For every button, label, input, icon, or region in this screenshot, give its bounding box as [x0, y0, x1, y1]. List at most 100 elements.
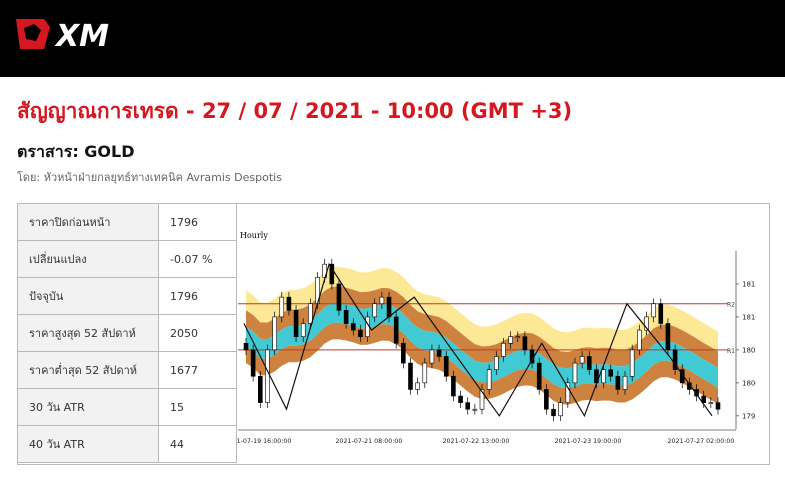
candle-down: [701, 395, 706, 403]
stat-value: 15: [158, 388, 237, 426]
x-tick-label: 2021-07-19 16:00:00: [236, 438, 291, 445]
candle-down: [408, 362, 413, 390]
candle-down: [358, 329, 363, 338]
stat-value: 1677: [158, 351, 237, 389]
candle-up: [637, 329, 642, 351]
candle-up: [565, 382, 571, 403]
candle-up: [644, 316, 649, 331]
candle-down: [336, 283, 342, 311]
candle-down: [443, 356, 449, 377]
candle-down: [544, 389, 549, 410]
band-lower-inner: [246, 322, 718, 405]
candle-up: [379, 296, 385, 305]
x-tick-label: 2021-07-23 19:00:00: [555, 438, 622, 445]
stat-value: 2050: [158, 314, 237, 352]
y-tick-label: 1805: [742, 346, 756, 354]
candle-up: [579, 356, 585, 364]
page-title: สัญญาณการเทรด - 27 / 07 / 2021 - 10:00 (…: [17, 99, 573, 123]
candle-up: [422, 362, 428, 384]
candle-up: [300, 323, 306, 338]
candle-up: [601, 369, 606, 384]
candle-down: [586, 356, 592, 370]
candle-up: [265, 349, 270, 403]
author-byline: โดย: หัวหน้าฝ่ายกลยุทธ์ทางเทคนิค Avramis…: [17, 171, 282, 184]
table-row: ราคาสูงสุด 52 สัปดาห์ 2050: [17, 314, 237, 352]
candle-up: [279, 296, 285, 318]
candle-up: [558, 402, 563, 417]
candle-down: [401, 342, 406, 364]
candle-up: [622, 375, 628, 390]
candle-down: [286, 296, 292, 311]
candle-down: [458, 395, 463, 403]
candle-down: [551, 408, 556, 417]
stat-value: 44: [158, 425, 237, 463]
top-bar: XM: [0, 0, 785, 77]
candle-down: [386, 296, 392, 318]
candle-down: [615, 375, 621, 390]
candle-down: [658, 303, 664, 324]
stat-value: 1796: [158, 203, 237, 241]
candle-down: [465, 402, 470, 410]
candle-up: [572, 362, 578, 384]
y-tick-label: 1810: [742, 313, 756, 321]
band-upper-inner: [246, 286, 718, 369]
candle-down: [393, 316, 399, 344]
candle-up: [372, 303, 378, 318]
table-row: ราคาปิดก่อนหน้า 1796: [17, 203, 237, 241]
level-label: R1: [727, 348, 735, 355]
x-tick-label: 2021-07-21 08:00:00: [336, 438, 403, 445]
candle-down: [608, 369, 614, 377]
candle-up: [308, 303, 313, 324]
candle-up: [708, 402, 714, 404]
candle-up: [629, 349, 635, 377]
candle-down: [258, 375, 263, 403]
band-middle: [246, 302, 718, 389]
candle-down: [243, 342, 249, 351]
stat-label: 40 วัน ATR: [17, 425, 159, 463]
zigzag-line: [243, 262, 713, 418]
candle-down: [350, 323, 356, 331]
candle-down: [715, 402, 721, 410]
candle-up: [429, 349, 435, 364]
stat-label: ราคาปิดก่อนหน้า: [17, 203, 159, 241]
candle-up: [515, 336, 521, 339]
candle-down: [329, 263, 335, 285]
candle-down: [343, 310, 349, 324]
candle-up: [501, 342, 506, 357]
candle-up: [508, 336, 513, 344]
table-row: ราคาต่ำสุด 52 สัปดาห์ 1677: [17, 351, 237, 389]
candle-up: [415, 382, 420, 390]
axes-layer: 1815 1810 1805 1800 1795 2021-07-19 16:00:00 2…: [236, 251, 756, 445]
table-row: 40 วัน ATR 44: [17, 425, 237, 463]
candle-up: [272, 316, 277, 351]
stat-label: เปลี่ยนแปลง: [17, 240, 159, 278]
level-label: R2: [727, 302, 735, 309]
xm-logo: XM: [16, 19, 109, 54]
band-layer: [246, 266, 718, 405]
candle-down: [694, 389, 699, 397]
table-row: ปัจจุบัน 1796: [17, 277, 237, 315]
x-tick-label: 2021-07-27 02:00:00: [668, 438, 735, 445]
candle-up: [479, 389, 485, 410]
stats-table: ราคาปิดก่อนหน้า 1796 เปลี่ยนแปลง -0.07 % ป…: [17, 203, 237, 463]
chart-title: Hourly: [240, 231, 268, 240]
candle-down: [665, 323, 671, 351]
y-tick-label: 1795: [742, 412, 756, 420]
x-tick-label: 2021-07-22 13:00:00: [443, 438, 510, 445]
candle-down: [451, 375, 456, 397]
stat-value: -0.07 %: [158, 240, 237, 278]
candle-up: [472, 408, 478, 411]
candle-up: [651, 303, 656, 318]
candle-up: [486, 369, 492, 390]
instrument-heading: ตราสาร: GOLD: [17, 142, 135, 161]
table-row: 30 วัน ATR 15: [17, 388, 237, 426]
candle-down: [250, 349, 256, 377]
stat-value: 1796: [158, 277, 237, 315]
zigzag-layer: [243, 262, 713, 418]
candle-up: [494, 356, 499, 370]
candle-down: [536, 362, 542, 390]
band-upper-outer: [246, 266, 718, 352]
table-row: เปลี่ยนแปลง -0.07 %: [17, 240, 237, 278]
brand-text: XM: [54, 19, 109, 54]
candle-down: [293, 310, 299, 338]
